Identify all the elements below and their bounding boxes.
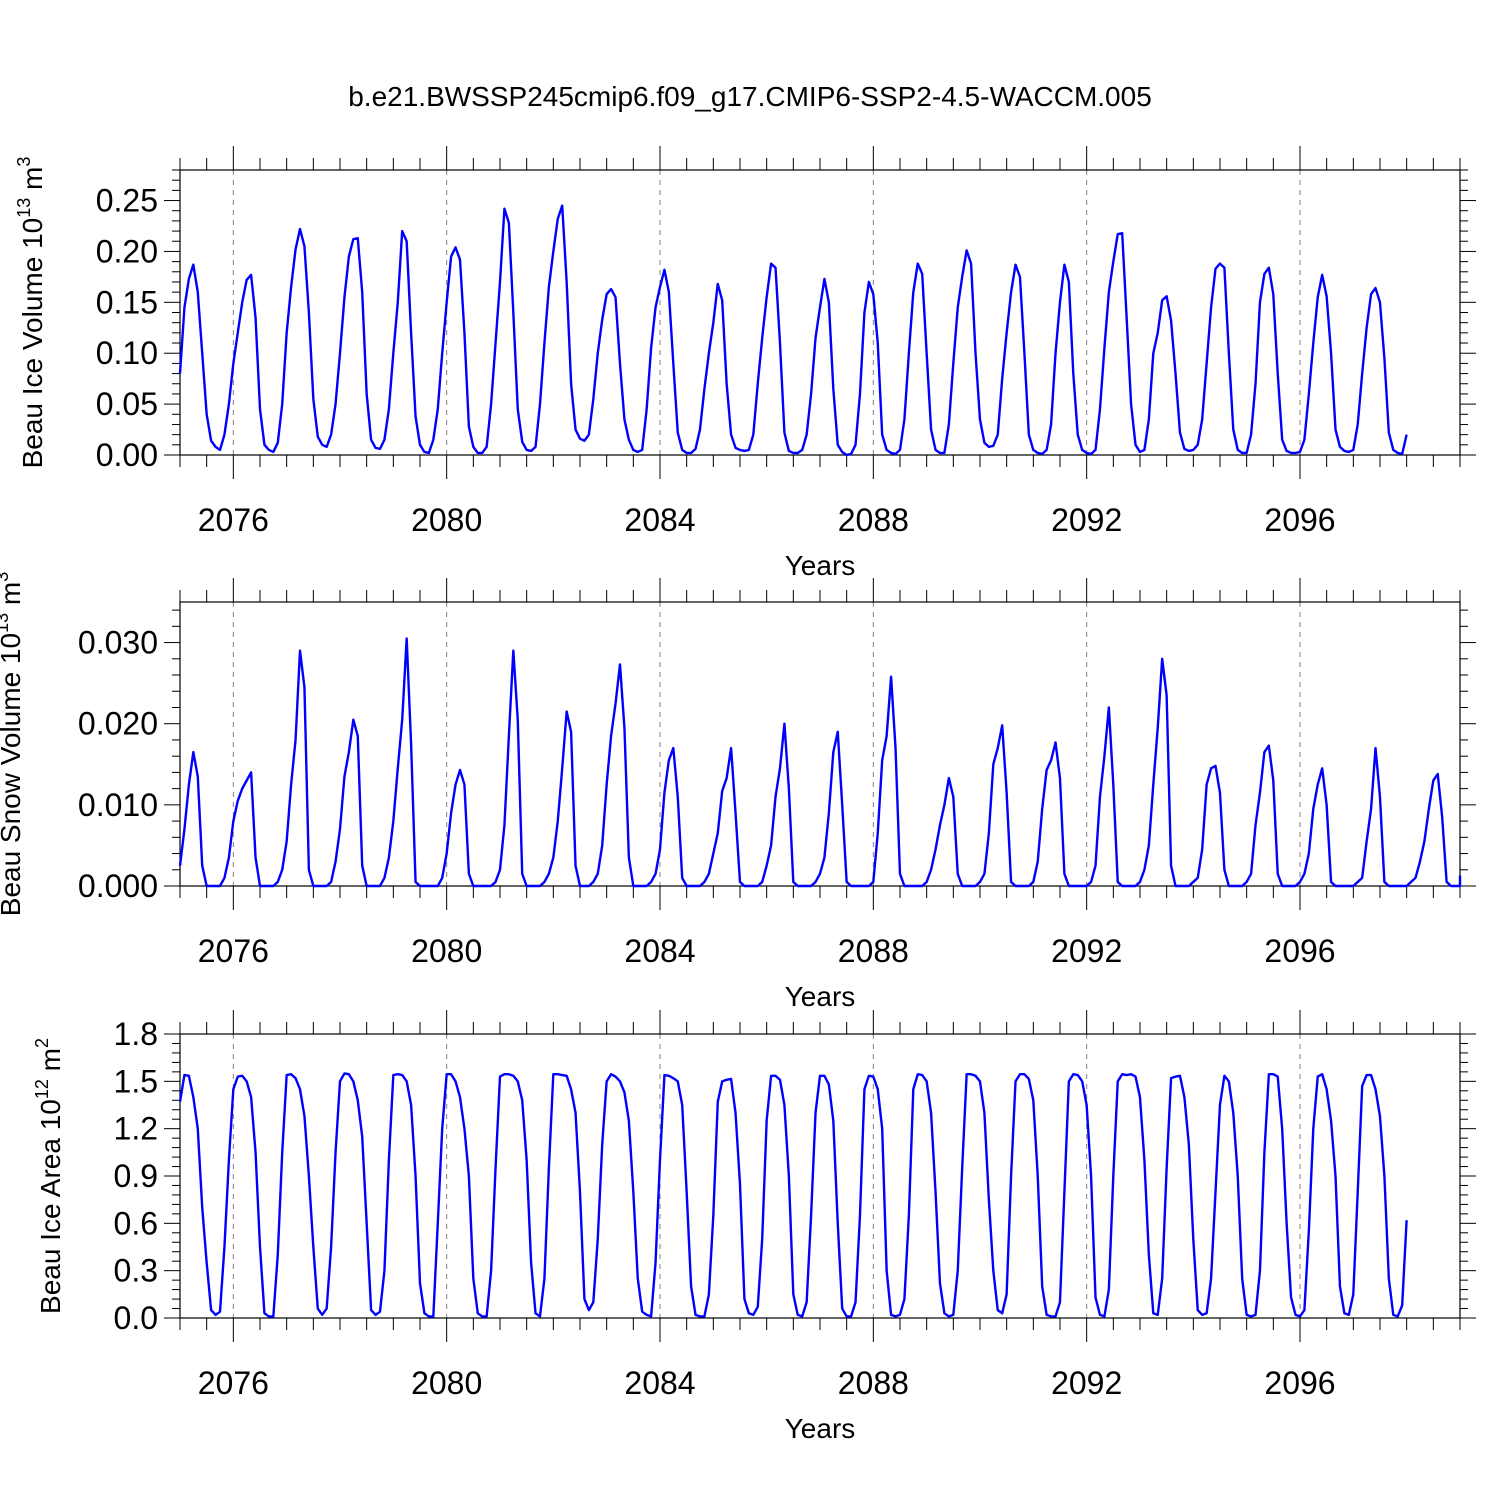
panel-2: 0.000 0.010 0.020 0.030 2076 2080 2084 2088 2092… xyxy=(0,572,1476,1012)
y-axis-label-exponent: 13 xyxy=(14,198,34,218)
y-axis-label-part: m xyxy=(17,167,48,198)
y-axis-label: Beau Ice Area 1012 m2 xyxy=(32,1038,66,1314)
y-tick-label: 0.6 xyxy=(114,1205,158,1241)
y-tick-label: 0.20 xyxy=(96,233,158,269)
y-axis-label-part: Beau Ice Volume 10 xyxy=(17,218,48,469)
x-tick-label: 2084 xyxy=(624,502,695,538)
y-tick-label: 0.25 xyxy=(96,183,158,219)
y-tick-label: 0.010 xyxy=(78,787,158,823)
y-axis-label-exponent: 3 xyxy=(0,572,12,582)
y-tick-label: 0.9 xyxy=(114,1158,158,1194)
series-line xyxy=(178,204,1408,457)
y-tick-label: 0.15 xyxy=(96,284,158,320)
y-axis-label: Beau Ice Volume 1013 m3 xyxy=(14,157,48,469)
series-line xyxy=(178,1072,1408,1318)
plot-frame xyxy=(179,601,1461,887)
y-axis-label-part: m xyxy=(35,1048,66,1079)
panel-1: 0.00 0.05 0.10 0.15 0.20 0.25 2076 2080 2084 2088… xyxy=(14,146,1476,581)
x-tick-label: 2092 xyxy=(1051,502,1122,538)
y-tick-label: 0.000 xyxy=(78,868,158,904)
y-tick-label: 0.00 xyxy=(96,437,158,473)
y-tick-label: 0.10 xyxy=(96,335,158,371)
x-tick-label: 2076 xyxy=(198,1365,269,1401)
series-line xyxy=(178,637,1462,888)
x-tick-label: 2096 xyxy=(1264,1365,1335,1401)
y-axis-label-exponent: 2 xyxy=(32,1038,52,1048)
x-tick-label: 2084 xyxy=(624,933,695,969)
y-axis-label-exponent: 3 xyxy=(14,157,34,167)
x-tick-label: 2080 xyxy=(411,502,482,538)
y-axis-label-exponent: 13 xyxy=(0,613,12,633)
y-axis-label: Beau Snow Volume 1013 m3 xyxy=(0,572,26,916)
x-tick-label: 2088 xyxy=(838,933,909,969)
x-tick-label: 2088 xyxy=(838,502,909,538)
y-axis-label-exponent: 12 xyxy=(32,1079,52,1099)
x-tick-label: 2096 xyxy=(1264,502,1335,538)
x-tick-label: 2092 xyxy=(1051,933,1122,969)
x-axis-label: Years xyxy=(785,1413,856,1444)
x-tick-label: 2088 xyxy=(838,1365,909,1401)
x-tick-label: 2092 xyxy=(1051,1365,1122,1401)
x-axis-label: Years xyxy=(785,550,856,581)
y-tick-label: 0.020 xyxy=(78,706,158,742)
x-tick-label: 2076 xyxy=(198,933,269,969)
panel-3: 0.0 0.3 0.6 0.9 1.2 1.5 1.8 2076 2080 2084 2088 209… xyxy=(32,1010,1476,1444)
y-tick-label: 1.8 xyxy=(114,1016,158,1052)
x-tick-label: 2080 xyxy=(411,1365,482,1401)
y-tick-label: 0.0 xyxy=(114,1300,158,1336)
x-tick-label: 2084 xyxy=(624,1365,695,1401)
y-axis-label-part: Beau Snow Volume 10 xyxy=(0,633,26,916)
y-tick-label: 0.05 xyxy=(96,386,158,422)
y-axis-label-part: Beau Ice Area 10 xyxy=(35,1099,66,1314)
y-tick-label: 0.3 xyxy=(114,1253,158,1289)
y-axis-label-part: m xyxy=(0,582,26,613)
x-tick-label: 2080 xyxy=(411,933,482,969)
y-tick-label: 0.030 xyxy=(78,625,158,661)
x-axis-label: Years xyxy=(785,981,856,1012)
y-tick-label: 1.5 xyxy=(114,1063,158,1099)
x-tick-label: 2096 xyxy=(1264,933,1335,969)
y-tick-label: 1.2 xyxy=(114,1111,158,1147)
x-tick-label: 2076 xyxy=(198,502,269,538)
chart-title: b.e21.BWSSP245cmip6.f09_g17.CMIP6-SSP2-4… xyxy=(348,81,1152,112)
